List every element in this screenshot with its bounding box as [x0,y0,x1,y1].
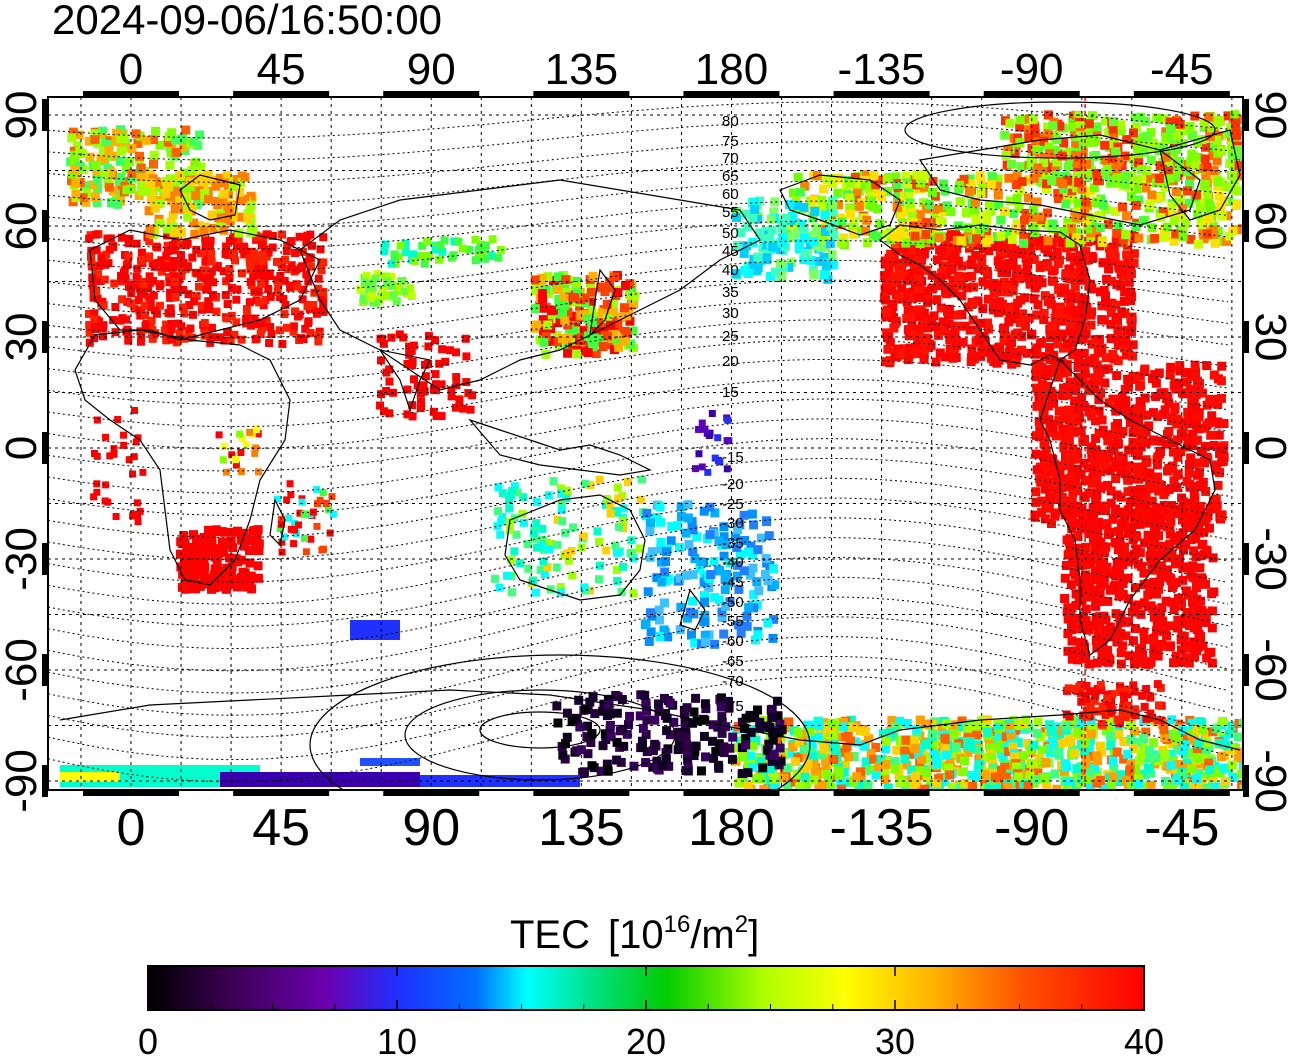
contour-label: 55 [722,204,739,221]
left-lat-tick-label: -60 [0,638,46,702]
bottom-lon-tick-label: 180 [688,799,775,857]
left-lat-tick-label: -30 [0,527,46,591]
bottom-lon-tick-label: -135 [830,799,934,857]
contour-label: -15 [722,449,744,466]
top-lon-tick-label: -135 [838,45,926,94]
top-lon-tick-label: 180 [695,45,768,94]
bottom-lon-tick-label: -45 [1144,799,1219,857]
contour-label: -25 [722,496,744,513]
tec-data-layer [60,110,1243,790]
left-lat-tick-label: 60 [0,202,46,251]
contour-label: 60 [722,186,739,203]
colorbar-title: TEC [1016/m2] [510,911,759,957]
colorbar-ticks: 0 10 20 30 40 [138,966,1164,1057]
contour-label: -65 [722,653,744,670]
right-lat-tick-label: -30 [1246,527,1294,591]
contour-label: 40 [722,262,739,279]
contour-label: 80 [722,113,739,130]
colorbar-tick-label: 0 [138,1021,158,1057]
left-lat-tick-label: 90 [0,91,46,140]
contour-label: 70 [722,150,739,167]
top-lon-tick-label: 135 [545,45,618,94]
contour-label: 65 [722,168,739,185]
top-lon-tick-label: -45 [1150,45,1214,94]
coastlines [59,129,1241,751]
bottom-longitude-ticks: 0 45 90 135 180 -135 -90 -45 [117,799,1220,857]
bottom-lon-tick-label: -90 [994,799,1069,857]
contour-label: -20 [722,476,744,493]
contour-label: 75 [722,133,739,150]
bottom-lon-tick-label: 45 [252,799,310,857]
left-lat-tick-label: 30 [0,313,46,362]
contour-label: 30 [722,305,739,322]
right-lat-tick-label: 30 [1246,313,1294,362]
contour-label: 20 [722,353,739,370]
right-lat-tick-label: 90 [1246,91,1294,140]
contour-label: -55 [722,613,744,630]
contour-label: -75 [722,698,744,715]
contour-label: 45 [722,243,739,260]
contour-label: 50 [722,225,739,242]
timestamp-label: 2024-09-06/16:50:00 [52,0,442,43]
left-lat-tick-label: -90 [0,749,46,813]
top-lon-tick-label: 90 [407,45,456,94]
contour-label: -45 [722,574,744,591]
contour-label: 25 [722,328,739,345]
top-lon-tick-label: 45 [257,45,306,94]
right-lat-tick-label: -60 [1246,638,1294,702]
bottom-lon-tick-label: 0 [117,799,146,857]
contour-label: -60 [722,633,744,650]
bottom-lon-tick-label: 90 [402,799,460,857]
contour-label: -40 [722,554,744,571]
contour-label: 15 [722,384,739,401]
contour-label: -35 [722,535,744,552]
colorbar-tick-label: 40 [1124,1021,1164,1057]
right-lat-tick-label: -90 [1246,749,1294,813]
top-lon-tick-label: -90 [1000,45,1064,94]
top-longitude-ticks: 0 45 90 135 180 -135 -90 -45 [119,45,1214,94]
right-lat-tick-label: 60 [1246,202,1294,251]
colorbar-tick-label: 20 [626,1021,666,1057]
bottom-lon-tick-label: 135 [538,799,625,857]
top-lon-tick-label: 0 [119,45,143,94]
right-lat-tick-label: 0 [1246,436,1294,460]
contour-label: 35 [722,284,739,301]
left-lat-tick-label: 0 [0,436,46,460]
contour-label: -70 [722,673,744,690]
colorbar-tick-label: 30 [875,1021,915,1057]
contour-label: -50 [722,594,744,611]
left-latitude-ticks: 90 60 30 0 -30 -60 -90 [0,91,46,813]
colorbar-tick-label: 10 [377,1021,417,1057]
frame-tick-bars [42,91,1249,797]
right-latitude-ticks: 90 60 30 0 -30 -60 -90 [1246,91,1294,813]
contour-label: -30 [722,515,744,532]
